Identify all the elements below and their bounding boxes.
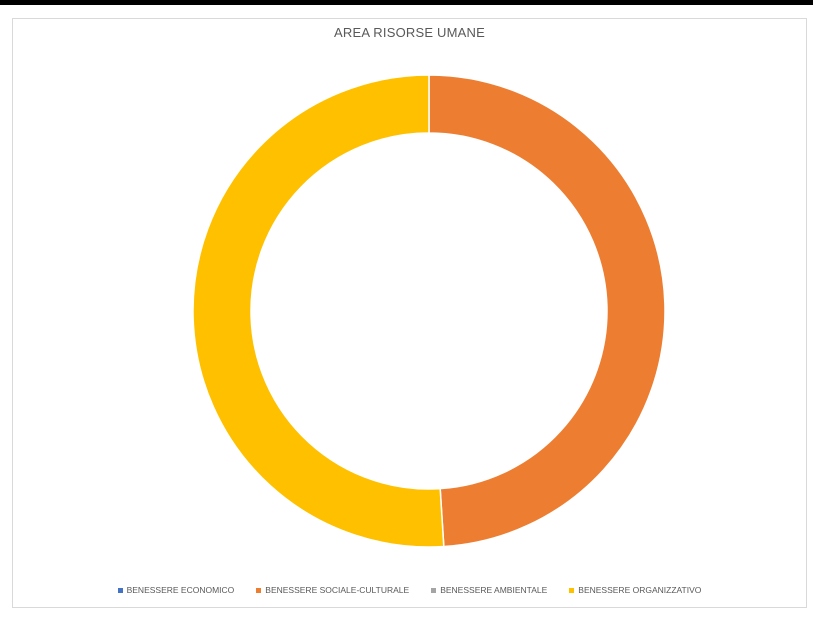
legend-label: BENESSERE AMBIENTALE [440,585,548,595]
legend-label: BENESSERE SOCIALE-CULTURALE [265,585,410,595]
legend-swatch [569,587,575,593]
legend-item: BENESSERE ORGANIZZATIVO [569,585,701,595]
chart-legend: BENESSERE ECONOMICO BENESSERE SOCIALE-CUL… [13,585,806,595]
legend-swatch [117,587,123,593]
donut-slice-benessere-sociale-culturale [428,74,666,548]
donut-slice-benessere-organizzativo [192,74,445,548]
top-border-rule [0,0,813,5]
legend-item: BENESSERE ECONOMICO [117,585,235,595]
legend-swatch [431,587,437,593]
legend-label: BENESSERE ECONOMICO [126,585,235,595]
donut-chart [192,74,666,548]
legend-swatch [256,587,262,593]
legend-item: BENESSERE SOCIALE-CULTURALE [256,585,409,595]
chart-area: AREA RISORSE UMANE BENESSERE ECONOMICO BE… [12,18,807,608]
legend-item: BENESSERE AMBIENTALE [431,585,547,595]
legend-label: BENESSERE ORGANIZZATIVO [578,585,702,595]
chart-title: AREA RISORSE UMANE [334,25,485,40]
